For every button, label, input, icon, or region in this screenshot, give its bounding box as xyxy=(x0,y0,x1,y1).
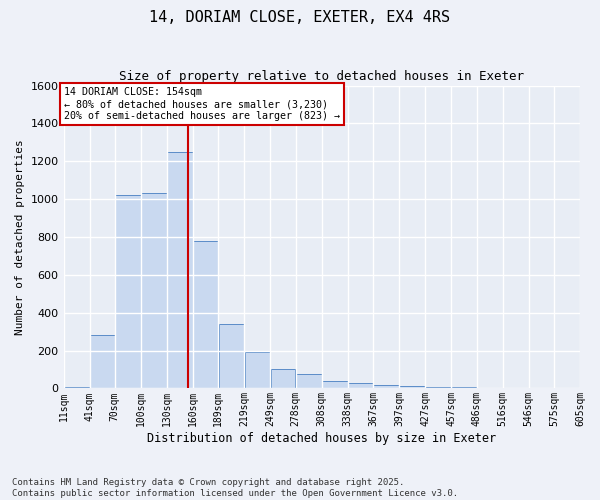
Bar xyxy=(322,381,347,388)
Bar xyxy=(141,194,167,388)
Bar xyxy=(245,352,270,389)
X-axis label: Distribution of detached houses by size in Exeter: Distribution of detached houses by size … xyxy=(147,432,496,445)
Bar xyxy=(90,336,115,388)
Bar xyxy=(296,374,322,388)
Y-axis label: Number of detached properties: Number of detached properties xyxy=(15,139,25,335)
Bar xyxy=(218,324,244,388)
Bar xyxy=(115,196,140,388)
Bar xyxy=(373,384,399,388)
Bar xyxy=(167,152,193,388)
Text: Contains HM Land Registry data © Crown copyright and database right 2025.
Contai: Contains HM Land Registry data © Crown c… xyxy=(12,478,458,498)
Text: 14, DORIAM CLOSE, EXETER, EX4 4RS: 14, DORIAM CLOSE, EXETER, EX4 4RS xyxy=(149,10,451,25)
Title: Size of property relative to detached houses in Exeter: Size of property relative to detached ho… xyxy=(119,70,524,83)
Bar xyxy=(271,370,295,388)
Bar xyxy=(193,241,218,388)
Bar xyxy=(400,386,425,388)
Text: 14 DORIAM CLOSE: 154sqm
← 80% of detached houses are smaller (3,230)
20% of semi: 14 DORIAM CLOSE: 154sqm ← 80% of detache… xyxy=(64,88,340,120)
Bar xyxy=(348,382,373,388)
